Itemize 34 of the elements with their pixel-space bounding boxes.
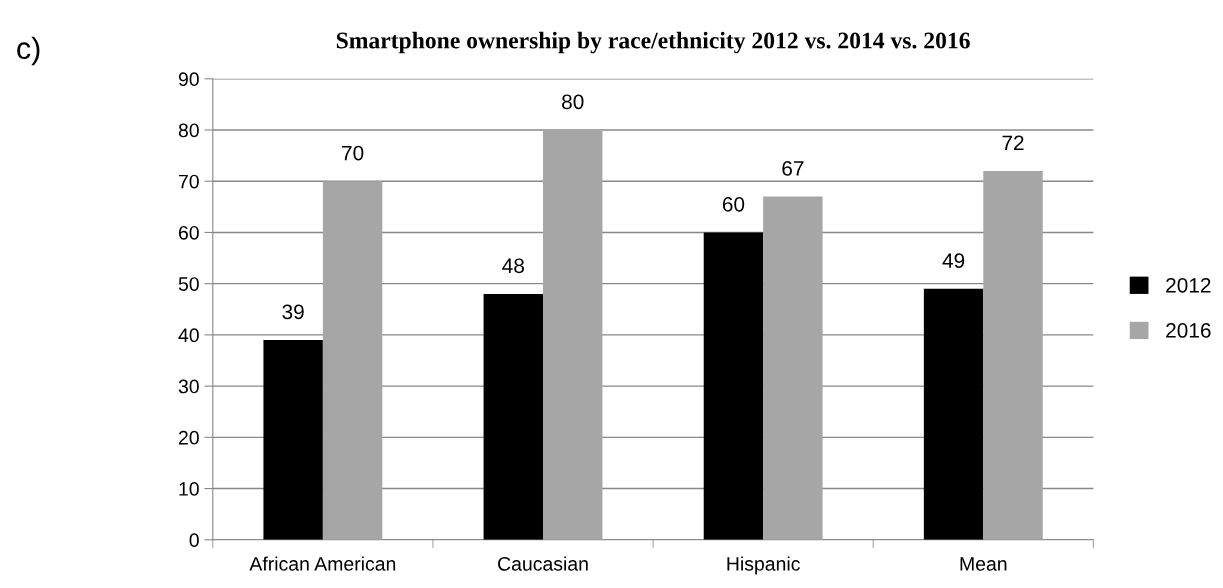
y-tick-label: 40: [178, 328, 199, 343]
text: c): [17, 36, 40, 66]
data-label: 39: [282, 304, 304, 320]
y-tick-label: 30: [178, 379, 199, 394]
y-tick-label: 60: [178, 225, 199, 240]
x-tick-label: African American: [249, 556, 396, 571]
bar: [483, 293, 544, 540]
y-tick-label: 0: [189, 533, 199, 548]
y-tick-label: 20: [178, 430, 199, 445]
data-label: 49: [942, 253, 965, 269]
data-label: 48: [502, 258, 524, 274]
data-label: 72: [1002, 135, 1024, 150]
bar: [983, 170, 1043, 540]
y-tick-label: 90: [178, 72, 199, 87]
data-label: 80: [562, 94, 584, 110]
bar: [263, 340, 323, 540]
y-tick-label: 50: [178, 277, 199, 291]
data-label: 60: [722, 196, 745, 212]
x-tick-label: Mean: [960, 557, 1007, 571]
y-tick-label: 10: [179, 482, 199, 496]
bar: [923, 288, 984, 540]
bar: [763, 196, 823, 540]
x-tick-label: Caucasian: [498, 556, 588, 571]
bar: [543, 130, 603, 540]
data-label: 67: [782, 161, 804, 176]
data-label: 70: [342, 145, 364, 161]
chart-title: Smartphone ownership by race/ethnicity 2012 vs. 2014 vs. 2016: [336, 31, 970, 54]
y-tick-label: 70: [178, 174, 199, 189]
bar: [322, 181, 383, 540]
x-tick-label: Hispanic: [727, 556, 800, 575]
legend-label: 2012: [1166, 277, 1211, 293]
legend-label: 2016: [1166, 323, 1211, 338]
bar: [703, 232, 764, 540]
y-tick-label: 80: [178, 123, 199, 138]
